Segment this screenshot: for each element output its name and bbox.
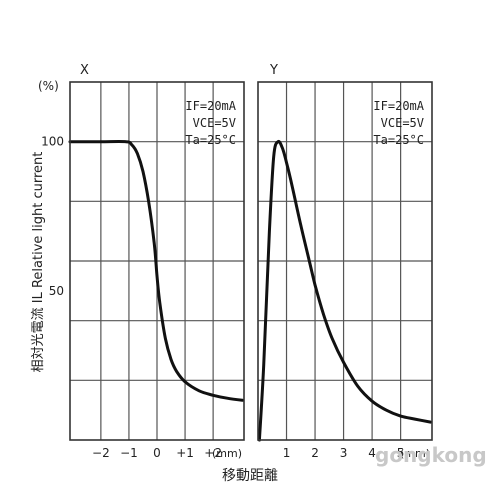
condition-text: IF=20mA bbox=[185, 99, 236, 113]
y-tick-label: 50 bbox=[49, 284, 64, 298]
panel-y: Y 1 2 3 4 5(mm) IF=20mA VCE=5V Ta=25°C bbox=[257, 63, 433, 460]
series-line-y bbox=[257, 139, 433, 442]
x-tick-label: −2 bbox=[92, 446, 110, 460]
panel-y-label: Y bbox=[269, 63, 278, 78]
y-axis-label: 相対光電流 IL Relative light current bbox=[31, 152, 46, 373]
panel-x: X (%) −2 −1 0 +1 +2(mm) 100 50 IF=20mA VCE=5V Ta… bbox=[38, 63, 245, 460]
condition-text: VCE=5V bbox=[381, 116, 424, 130]
x-axis-label: 移動距離 bbox=[222, 467, 278, 484]
condition-text: IF=20mA bbox=[373, 99, 424, 113]
frame-x bbox=[69, 81, 245, 441]
condition-text: Ta=25°C bbox=[373, 133, 424, 147]
x-tick-label: 0 bbox=[153, 446, 161, 460]
condition-text: VCE=5V bbox=[193, 116, 236, 130]
grid-y bbox=[258, 82, 432, 440]
conditions-y: IF=20mA VCE=5V Ta=25°C bbox=[373, 99, 424, 147]
x-tick-label: −1 bbox=[120, 446, 138, 460]
x-tick-label: 4 bbox=[368, 446, 376, 460]
x-tick-label: 2 bbox=[311, 446, 319, 460]
x-tick-label: 5 bbox=[397, 446, 405, 460]
frame-y bbox=[257, 81, 433, 441]
ticks-x: −2 −1 0 +1 +2(mm) 100 50 bbox=[41, 135, 242, 460]
x-tick-label: 1 bbox=[283, 446, 291, 460]
x-tick-label: +1 bbox=[176, 446, 194, 460]
x-unit-label: (mm) bbox=[400, 447, 430, 460]
ticks-y: 1 2 3 4 5(mm) bbox=[283, 446, 430, 460]
x-unit-label: (mm) bbox=[212, 447, 242, 460]
condition-text: Ta=25°C bbox=[185, 133, 236, 147]
panel-x-label: X bbox=[80, 63, 89, 78]
x-tick-label: 3 bbox=[340, 446, 348, 460]
conditions-x: IF=20mA VCE=5V Ta=25°C bbox=[185, 99, 236, 147]
series-line-x bbox=[68, 139, 245, 402]
y-tick-label: 100 bbox=[41, 135, 64, 149]
unit-percent-label: (%) bbox=[38, 79, 59, 93]
watermark-text: gongkong bbox=[375, 443, 487, 467]
x-tick-label: +2 bbox=[204, 446, 222, 460]
